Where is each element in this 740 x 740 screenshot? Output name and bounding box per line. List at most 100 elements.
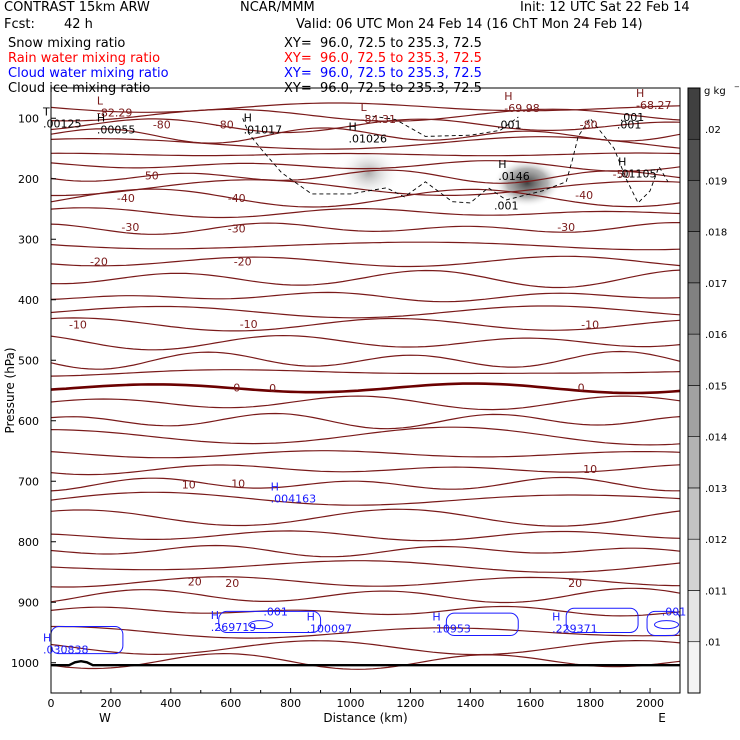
colorbar-unit-exponent: −1 xyxy=(734,83,740,91)
chart-title: CONTRAST 15km ARW xyxy=(4,0,150,15)
extremum-value: -82.29 xyxy=(97,106,132,119)
isotherm-label: -20 xyxy=(90,256,108,269)
forecast-hour: 42 h xyxy=(64,17,93,32)
isotherm-line xyxy=(51,136,680,150)
isotherm-label: 10 xyxy=(231,478,245,491)
colorbar-swatch xyxy=(687,487,701,540)
isotherm-line xyxy=(51,625,680,639)
cloud-ice-contour xyxy=(365,114,519,137)
extremum-value: .229371 xyxy=(552,622,598,635)
isotherm-label: -50 xyxy=(613,168,631,181)
extremum-value: .01017 xyxy=(244,123,283,136)
contour-label: .001 xyxy=(620,111,645,124)
axes: 0 200 400 600 800 1000 1200 1400 1600 1800 2000100… xyxy=(3,112,666,725)
extremum-value: -69.98 xyxy=(504,102,539,115)
extremum-value: .100097 xyxy=(307,622,353,635)
contour-label: .001 xyxy=(617,118,642,131)
isotherm-line xyxy=(51,179,680,197)
cloud-water-contour xyxy=(218,610,322,634)
x-tick-label: 600 xyxy=(220,697,241,710)
colorbar-swatch xyxy=(687,333,701,386)
colorbar-swatch xyxy=(687,282,701,335)
colorbar-label: .016 xyxy=(705,330,727,341)
isotherm-line xyxy=(51,605,680,617)
isotherm-line xyxy=(51,476,680,492)
isotherm-label: -40 xyxy=(117,192,135,205)
y-tick-label: 700 xyxy=(18,475,39,488)
extremum-mark: H xyxy=(43,632,51,645)
isotherm-line xyxy=(51,127,680,144)
isotherm-line xyxy=(51,207,680,219)
isotherm-line xyxy=(51,491,680,506)
colorbar-swatch xyxy=(687,641,701,694)
colorbar-swatch xyxy=(687,436,701,489)
isotherm-label: -10 xyxy=(581,319,599,332)
isotherm-label: 0 xyxy=(578,381,585,394)
colorbar-label: .011 xyxy=(705,586,727,597)
forecast-label: Fcst: xyxy=(4,17,35,32)
colorbar-swatch xyxy=(687,231,701,284)
isotherm-line xyxy=(51,508,680,527)
cloud-water-contour xyxy=(248,620,274,630)
colorbar-label: .013 xyxy=(705,484,727,495)
y-tick-label: 800 xyxy=(18,536,39,549)
colorbar-label: .018 xyxy=(705,228,727,239)
extremum-mark: L xyxy=(360,101,367,114)
y-tick-label: 300 xyxy=(18,233,39,246)
colorbar: .01 .011 .012 .013 .014 .015 .016 .017 .018 .019.… xyxy=(687,83,740,694)
isotherm-line xyxy=(51,317,680,332)
contour-labels: -40 -40 -40 -30 -30 -30 -20 -20 -10 -10 -10 0 0 0 10 10… xyxy=(42,87,686,657)
isotherm-label: 20 xyxy=(188,576,202,589)
isotherm-label: -40 xyxy=(575,189,593,202)
isotherm-line xyxy=(51,241,680,251)
y-tick-label: 600 xyxy=(18,415,39,428)
extremum-mark: L xyxy=(97,94,104,107)
colorbar-label: .019 xyxy=(705,176,727,187)
extremum-mark: H xyxy=(244,111,252,124)
field-cloud-water-xy: XY= 96.0, 72.5 to 235.3, 72.5 xyxy=(284,66,482,81)
isotherm-label: -80 xyxy=(216,118,234,131)
plot-frame xyxy=(50,87,681,694)
isotherm-line xyxy=(51,350,680,370)
x-endpoint-west: W xyxy=(99,711,111,725)
cloud-water-contour xyxy=(565,607,639,633)
init-time: Init: 12 UTC Sat 22 Feb 14 xyxy=(520,0,690,15)
extremum-value: .004163 xyxy=(271,492,317,505)
isotherm-line xyxy=(51,269,680,289)
field-cloud-water-name: Cloud water mixing ratio xyxy=(8,66,169,81)
field-rain-xy: XY= 96.0, 72.5 to 235.3, 72.5 xyxy=(284,51,482,66)
colorbar-swatch xyxy=(687,590,701,643)
extremum-mark: H xyxy=(498,158,506,171)
x-tick-label: 800 xyxy=(280,697,301,710)
extremum-mark: H xyxy=(271,480,279,493)
y-tick-label: 900 xyxy=(18,596,39,609)
isotherm-label: 0 xyxy=(233,381,240,394)
isotherm-line xyxy=(51,188,680,208)
y-tick-label: 200 xyxy=(18,173,39,186)
cloud-water-contour xyxy=(51,625,124,655)
isotherm-label: 10 xyxy=(182,478,196,491)
y-tick-label: 1000 xyxy=(11,657,39,670)
isotherm-line xyxy=(51,560,680,573)
extremum-value: .10953 xyxy=(432,622,471,635)
contour-label: .001 xyxy=(497,118,522,131)
x-tick-label: 0 xyxy=(48,697,55,710)
x-tick-label: 400 xyxy=(160,697,181,710)
extremum-mark: H xyxy=(211,609,219,622)
x-tick-label: 200 xyxy=(100,697,121,710)
extremum-mark: H xyxy=(432,610,440,623)
x-axis-label: Distance (km) xyxy=(323,711,407,725)
isotherm-label: -30 xyxy=(121,221,139,234)
isotherm-line xyxy=(51,305,680,319)
cloud-water-contour xyxy=(654,620,680,630)
colorbar-label: .015 xyxy=(705,381,727,392)
x-tick-label: 1600 xyxy=(516,697,544,710)
isotherm-label: -30 xyxy=(557,221,575,234)
extremum-value: .030838 xyxy=(43,644,89,657)
isotherm-line xyxy=(51,464,680,476)
extremum-mark: T xyxy=(42,105,50,118)
field-snow-xy: XY= 96.0, 72.5 to 235.3, 72.5 xyxy=(284,36,482,51)
x-tick-label: 1800 xyxy=(576,697,604,710)
isotherm-line xyxy=(51,395,680,411)
colorbar-swatch xyxy=(687,538,701,591)
